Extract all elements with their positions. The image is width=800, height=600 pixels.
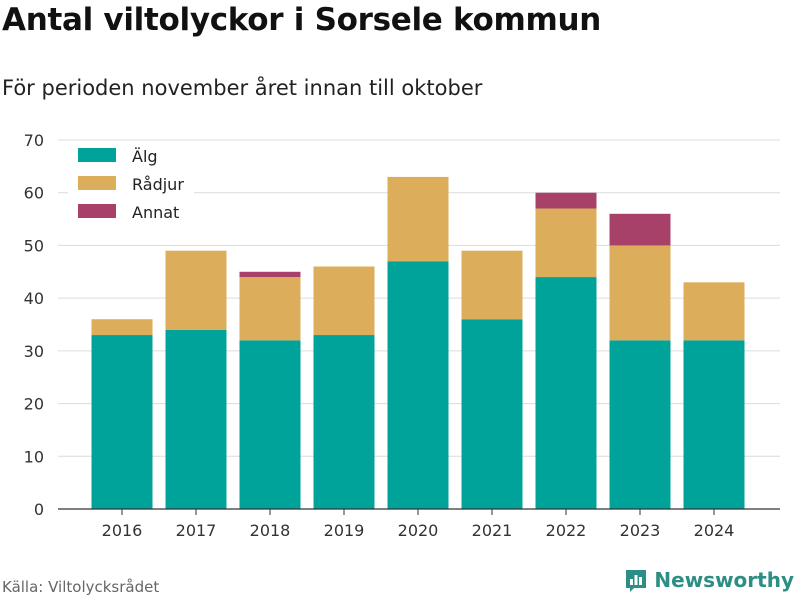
bar-segment: [239, 340, 301, 509]
bar-segment: [683, 282, 745, 341]
y-tick-label: 70: [24, 131, 44, 150]
x-tick-label: 2016: [102, 521, 143, 540]
bar-segment: [609, 245, 671, 341]
y-tick-label: 50: [24, 236, 44, 255]
legend-swatch: [78, 176, 116, 190]
brand-logo: Newsworthy: [624, 568, 794, 592]
legend-label: Älg: [132, 147, 158, 166]
bar-segment: [239, 271, 301, 278]
bar-segment: [313, 266, 375, 336]
bar-segment: [461, 319, 523, 509]
bar-segment: [609, 340, 671, 509]
x-tick-label: 2022: [546, 521, 587, 540]
bar-segment: [239, 277, 301, 341]
bar-segment: [387, 261, 449, 509]
legend-swatch: [78, 204, 116, 218]
x-tick-label: 2023: [620, 521, 661, 540]
x-tick-label: 2021: [472, 521, 513, 540]
x-tick-label: 2018: [250, 521, 291, 540]
x-tick-label: 2019: [324, 521, 365, 540]
bar-segment: [535, 192, 597, 209]
bar-segment: [165, 250, 227, 330]
bar-segment: [535, 277, 597, 509]
chart-subtitle: För perioden november året innan till ok…: [2, 76, 483, 100]
bar-segment: [91, 319, 153, 336]
bar-segment: [535, 208, 597, 278]
bar-segment: [91, 335, 153, 509]
bar-segment: [461, 250, 523, 320]
y-tick-label: 60: [24, 184, 44, 203]
bar-segment: [683, 340, 745, 509]
bar-segment: [387, 176, 449, 262]
source-note: Källa: Viltolycksrådet: [2, 578, 160, 596]
legend-swatch: [78, 148, 116, 162]
bars: [91, 176, 745, 509]
y-tick-label: 0: [34, 500, 44, 519]
legend: Älg Rådjur Annat: [68, 142, 194, 228]
bar-segment: [165, 329, 227, 509]
y-tick-label: 40: [24, 289, 44, 308]
y-tick-label: 10: [24, 447, 44, 466]
brand-name: Newsworthy: [654, 568, 794, 592]
legend-label: Annat: [132, 203, 179, 222]
x-tick-label: 2020: [398, 521, 439, 540]
bar-segment: [609, 213, 671, 246]
bar-segment: [313, 335, 375, 509]
legend-label: Rådjur: [132, 175, 184, 194]
y-tick-label: 20: [24, 395, 44, 414]
x-tick-label: 2017: [176, 521, 217, 540]
x-tick-label: 2024: [694, 521, 735, 540]
chart-title: Antal viltolyckor i Sorsele kommun: [2, 2, 602, 38]
axes: 0 10 20 30 40 50 60 70 2016 2017 2018 2019 2020 2021 2…: [24, 131, 780, 540]
bar-chart-icon: [626, 570, 647, 592]
y-tick-label: 30: [24, 342, 44, 361]
